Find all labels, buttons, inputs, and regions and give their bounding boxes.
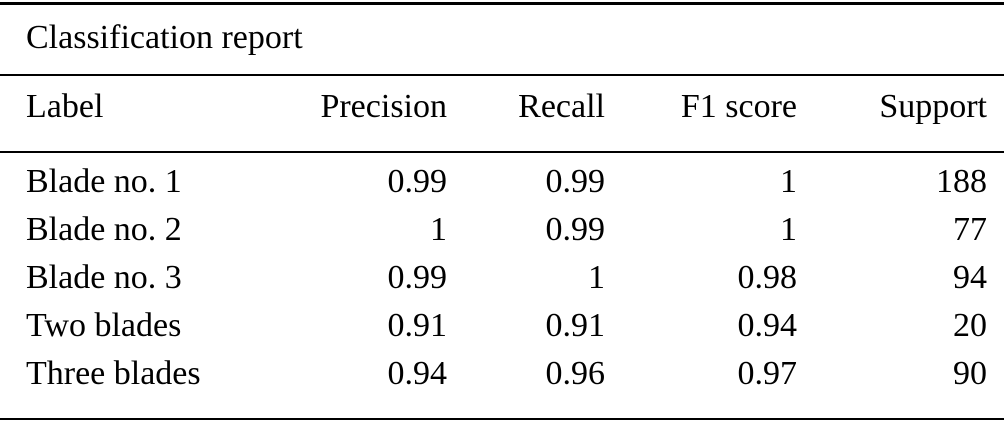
cell-label: Blade no. 1 [26,163,182,200]
column-header-precision: Precision [262,75,447,153]
table-title: Classification report [0,3,1004,76]
cell-precision: 0.94 [387,355,448,392]
cell-precision: 0.99 [387,163,448,200]
classification-report-table: Classification report Label Precision Re… [0,2,1004,420]
cell-support: 77 [953,211,987,248]
cell-label: Three blades [26,355,201,392]
table-row: Blade no. 3 0.99 1 0.98 94 [0,249,1004,297]
cell-precision: 1 [430,211,447,248]
table-row: Two blades 0.91 0.91 0.94 20 [0,297,1004,345]
column-header-support: Support [797,75,1004,153]
column-header-f1-score: F1 score [605,75,797,153]
table-title-row: Classification report [0,3,1004,76]
cell-precision: 0.91 [387,307,448,344]
cell-f1-score: 0.94 [737,307,798,344]
cell-label: Blade no. 3 [26,259,182,296]
cell-f1-score: 0.97 [737,355,798,392]
cell-label: Two blades [26,307,182,344]
cell-label: Blade no. 2 [26,211,182,248]
cell-f1-score: 1 [780,211,797,248]
table-row: Three blades 0.94 0.96 0.97 90 [0,345,1004,419]
cell-recall: 0.99 [545,211,606,248]
cell-f1-score: 0.98 [737,259,798,296]
table-header-row: Label Precision Recall F1 score Support [0,75,1004,153]
cell-precision: 0.99 [387,259,448,296]
cell-support: 94 [953,259,987,296]
table-row: Blade no. 2 1 0.99 1 77 [0,201,1004,249]
cell-support: 188 [936,163,987,200]
cell-recall: 0.99 [545,163,606,200]
column-header-recall: Recall [447,75,605,153]
column-header-label: Label [0,75,262,153]
cell-support: 90 [953,355,987,392]
cell-recall: 0.91 [545,307,606,344]
cell-f1-score: 1 [780,163,797,200]
cell-recall: 0.96 [545,355,606,392]
cell-support: 20 [953,307,987,344]
table-row: Blade no. 1 0.99 0.99 1 188 [0,152,1004,201]
cell-recall: 1 [588,259,605,296]
